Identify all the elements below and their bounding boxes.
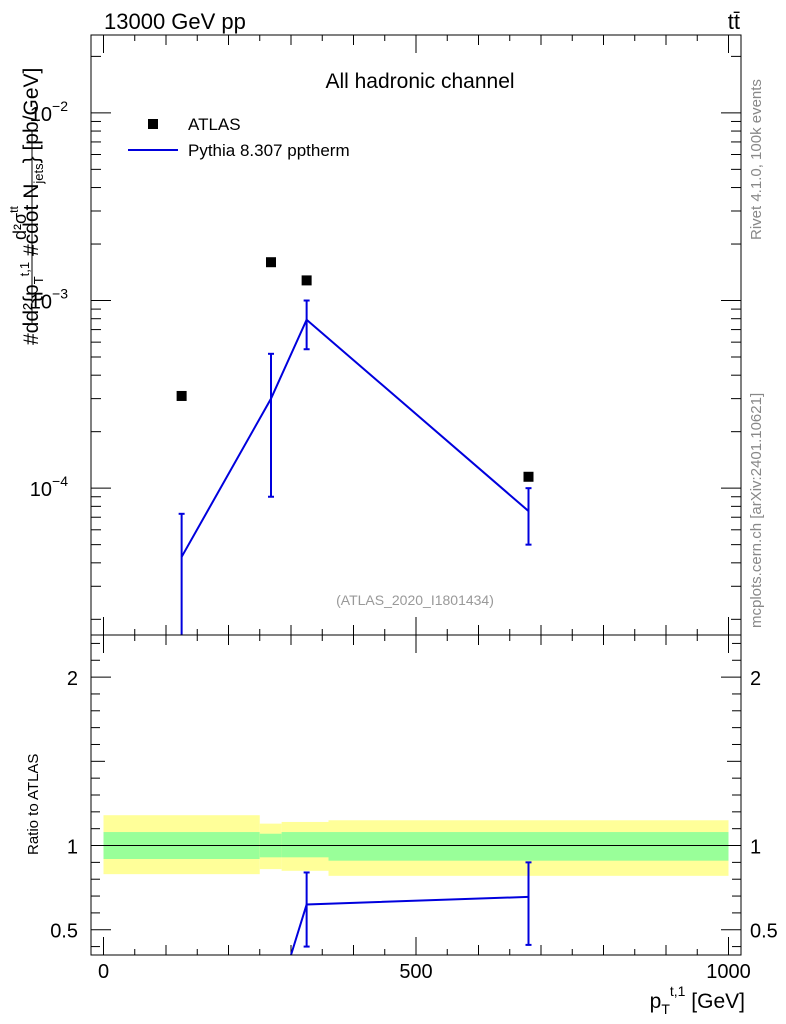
main-data-series [176, 257, 534, 635]
legend-atlas-label: ATLAS [188, 115, 241, 134]
ylabel-denominator-sub2: jets [31, 163, 46, 185]
x-tick-label: 500 [399, 961, 432, 983]
x-tick-label: 1000 [706, 961, 751, 983]
ratio-y-axis-title: Ratio to ATLAS [25, 754, 42, 855]
ratio-band-green [281, 832, 329, 858]
ratio-y-tick-label: 0.5 [50, 921, 78, 943]
x-tick-label: 0 [98, 961, 109, 983]
ratio-y-tick-label: 1 [67, 837, 78, 859]
xlabel-sup: t,1 [670, 983, 686, 999]
ylabel-denominator-sup: t,1 [17, 262, 32, 276]
ratio-y-tick-label-right: 2 [750, 668, 761, 690]
xlabel-unit: [GeV] [685, 990, 745, 1013]
main-y-tick-label: 10−4 [30, 473, 68, 501]
legend: ATLAS Pythia 8.307 pptherm [128, 115, 350, 160]
atlas-data-point [176, 390, 187, 401]
main-y-tick-label: 10−2 [30, 98, 68, 126]
ratio-band-green [328, 832, 729, 861]
mcplots-label: mcplots.cern.ch [arXiv:2401.10621] [748, 393, 765, 628]
atlas-data-point [266, 257, 276, 268]
main-plot-title: All hadronic channel [325, 70, 514, 93]
main-plot-panel: 10−2 10−3 10−4 All hadronic channel (ATLAS… [7, 34, 742, 636]
main-y-axis-title: #dd²{pTt,1 #cdot Njets} [pb/GeV] d²σtt [7, 68, 46, 345]
atlas-data-point [301, 275, 312, 286]
ylabel-numerator: d²σ [10, 213, 30, 240]
ratio-y-tick-label: 2 [67, 668, 78, 690]
main-y-tick-label: 10−3 [30, 286, 68, 314]
ratio-plot-panel: 0.5 0.5 1 1 2 2 0 500 1000 Ratio to ATLAS pTt,1 … [25, 634, 778, 1017]
atlas-data-point [523, 471, 534, 482]
ylabel-denominator-sub: T [31, 276, 46, 284]
x-axis-title: pTt,1 [GeV] [650, 983, 745, 1017]
analysis-watermark: (ATLAS_2020_I1801434) [336, 592, 494, 608]
ratio-pythia-line [290, 895, 529, 956]
ylabel-unit: } [pb/GeV] [20, 68, 43, 164]
ratio-uncertainty-bands [103, 815, 729, 876]
legend-pythia-label: Pythia 8.307 pptherm [188, 141, 350, 160]
main-axis-ticks: 10−2 10−3 10−4 [30, 35, 741, 635]
legend-atlas-marker [148, 119, 158, 129]
rivet-version-label: Rivet 4.1.0, 100k events [748, 79, 765, 240]
ratio-data-series [290, 861, 532, 956]
header-right-label: tt̄ [728, 9, 740, 34]
ratio-plot-frame [90, 634, 742, 956]
svg-text:d²σtt: d²σtt [7, 206, 30, 240]
ratio-y-tick-label-right: 0.5 [750, 921, 778, 943]
xlabel-sub: T [661, 1001, 670, 1017]
ylabel-main: #d [20, 322, 43, 345]
pythia-line [180, 318, 530, 558]
header-left-label: 13000 GeV pp [104, 9, 246, 34]
ratio-y-tick-label-right: 1 [750, 837, 761, 859]
ratio-axis-ticks: 0.5 0.5 1 1 2 2 0 500 1000 [50, 635, 778, 983]
ylabel-numerator-sup: tt [7, 206, 21, 213]
xlabel-main: p [650, 990, 662, 1013]
